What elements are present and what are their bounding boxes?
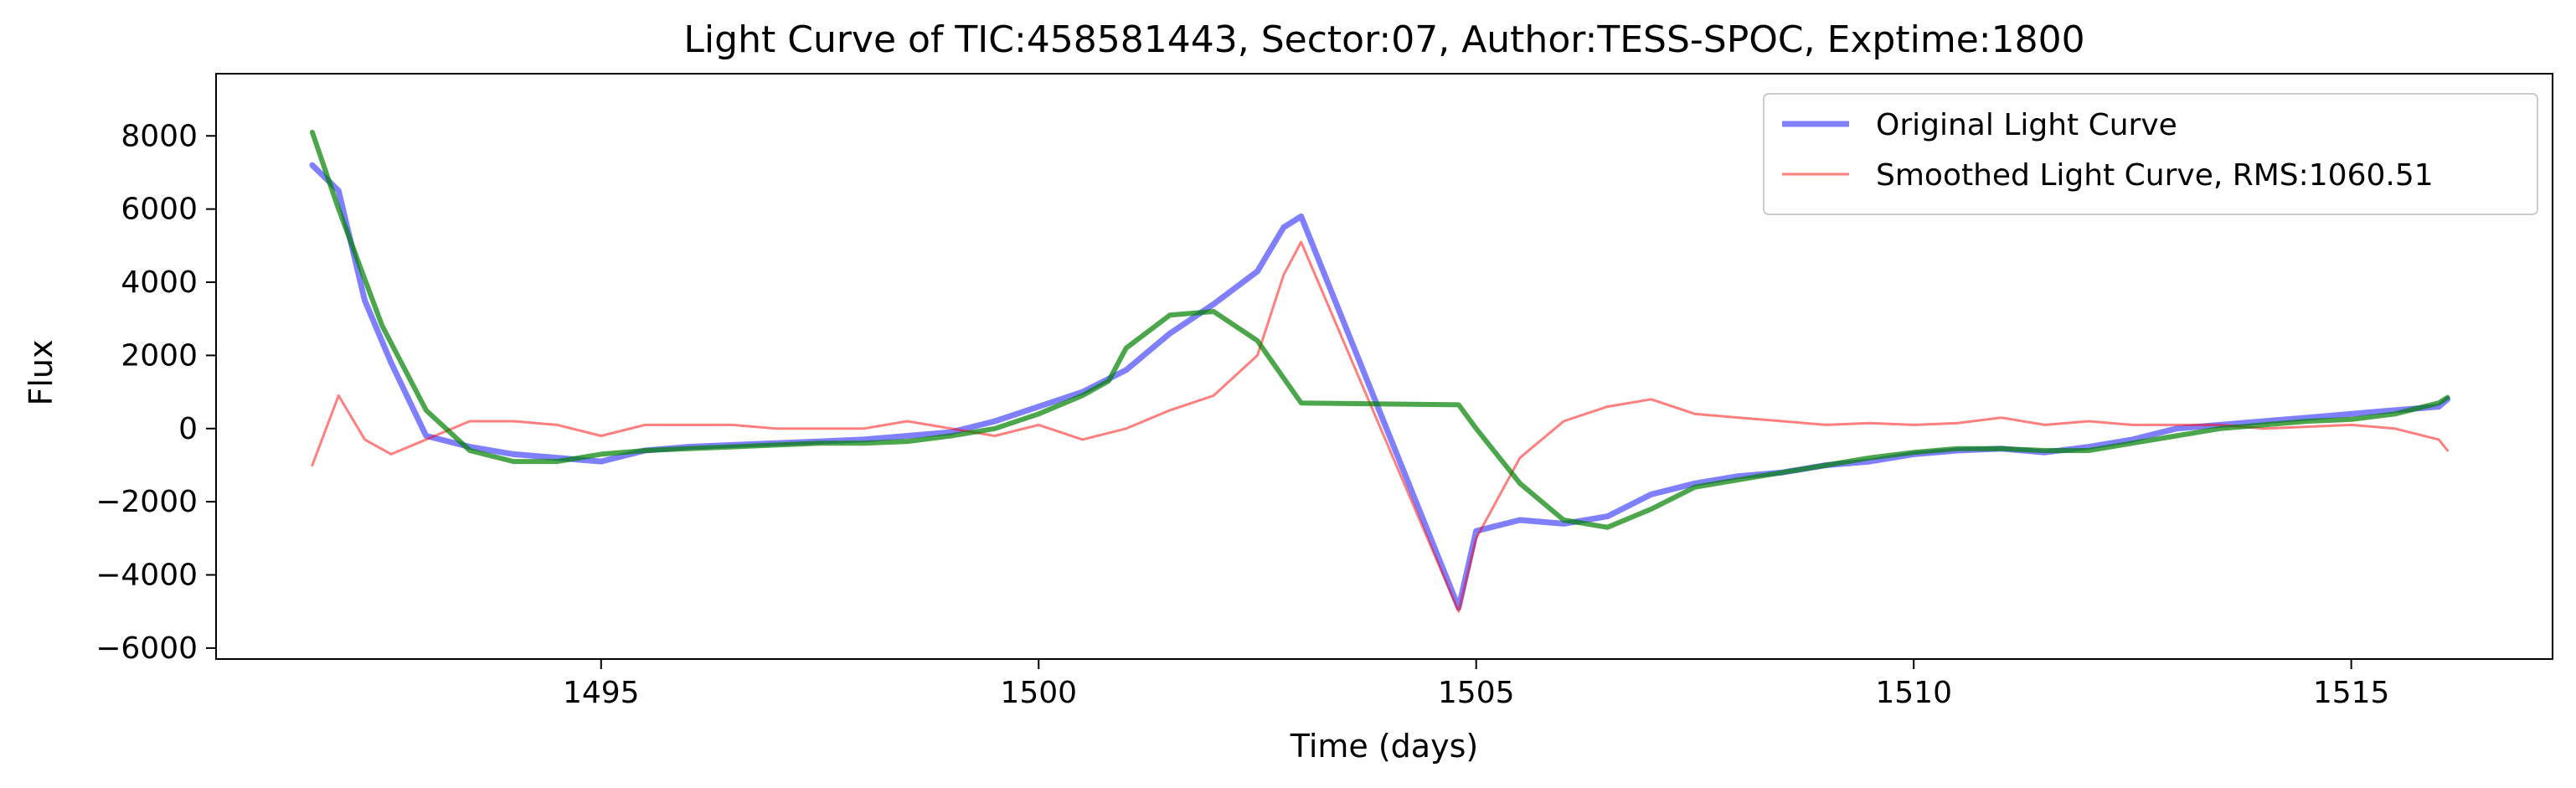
y-tick-label: 2000 [121,338,198,373]
y-tick-label: 6000 [121,193,198,227]
chart-title: Light Curve of TIC:458581443, Sector:07,… [683,18,2084,61]
legend-box [1763,93,2538,215]
y-tick-label: −2000 [95,485,198,519]
y-tick-label: 0 [178,412,198,446]
plot-frame [215,73,2553,660]
y-tick-label: −6000 [95,631,198,666]
y-axis-label: Flux [23,340,59,406]
y-tick-label: 4000 [121,265,198,300]
y-tick-label: 8000 [121,119,198,153]
legend-label-1: Smoothed Light Curve, RMS:1060.51 [1876,158,2434,193]
x-axis-label: Time (days) [1290,728,1478,765]
x-tick-label: 1510 [1875,676,1952,710]
x-tick-label: 1495 [563,676,640,710]
series-line-1 [311,240,2450,613]
series-line-0 [309,162,2451,611]
x-tick-label: 1505 [1438,676,1515,710]
axes: 1495 1500 1505 1510 1515 −6000 −4000 −2000 0 2000… [95,73,2553,710]
plot-area [309,129,2451,613]
legend: Original Light Curve Smoothed Light Curve… [1763,93,2538,215]
legend-label-0: Original Light Curve [1876,108,2177,142]
y-tick-label: −4000 [95,559,198,593]
x-tick-label: 1515 [2313,676,2390,710]
series-line-2 [309,129,2450,530]
x-tick-label: 1500 [1000,676,1077,710]
